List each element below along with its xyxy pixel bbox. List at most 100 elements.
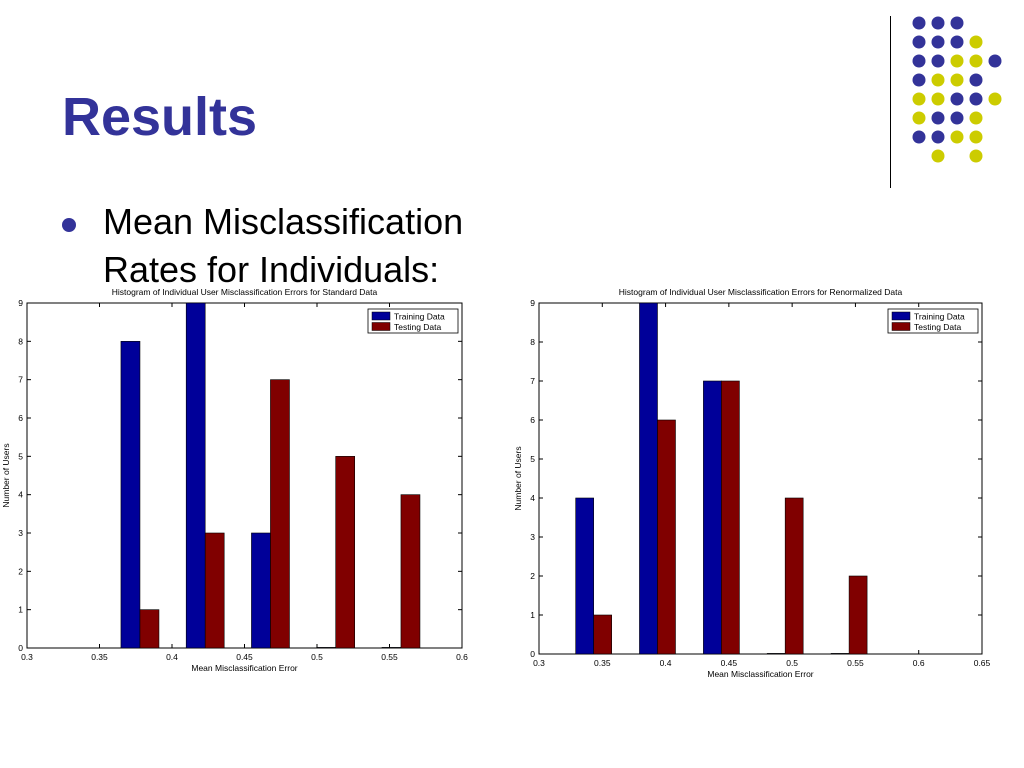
bar-training xyxy=(766,653,786,655)
bar-training xyxy=(575,497,594,655)
decorative-dot xyxy=(931,92,945,106)
decorative-dot xyxy=(969,111,983,125)
y-tick-label: 3 xyxy=(530,532,535,542)
y-tick-label: 3 xyxy=(18,528,23,538)
x-tick-label: 0.35 xyxy=(91,652,108,662)
bullet-text: Mean Misclassification Rates for Individ… xyxy=(103,198,463,294)
slide-title: Results xyxy=(62,87,258,147)
decorative-dot xyxy=(931,149,945,163)
decorative-dot xyxy=(931,35,945,49)
decorative-dot xyxy=(969,92,983,106)
legend-swatch-testing xyxy=(891,322,911,331)
bar-testing xyxy=(721,380,740,655)
decorative-dot xyxy=(969,54,983,68)
y-tick-label: 5 xyxy=(18,451,23,461)
y-tick-label: 1 xyxy=(18,605,23,615)
chart-title: Histogram of Individual User Misclassifi… xyxy=(112,287,378,297)
y-tick-label: 8 xyxy=(18,336,23,346)
x-tick-label: 0.65 xyxy=(974,658,991,668)
bar-testing xyxy=(657,419,676,655)
bar-training xyxy=(120,341,141,649)
bar-training xyxy=(185,302,206,649)
decorative-dot xyxy=(912,111,926,125)
bar-training xyxy=(639,302,658,655)
bar-training xyxy=(251,532,271,649)
x-axis-label: Mean Misclassification Error xyxy=(707,669,813,679)
y-tick-label: 6 xyxy=(18,413,23,423)
bar-testing xyxy=(335,456,356,649)
y-tick-label: 4 xyxy=(530,493,535,503)
x-tick-label: 0.55 xyxy=(847,658,864,668)
decorative-dot xyxy=(950,54,964,68)
bar-testing xyxy=(593,614,612,655)
bar-testing xyxy=(848,575,868,655)
y-axis-label: Number of Users xyxy=(513,446,523,510)
bar-testing xyxy=(784,497,804,655)
decorative-dot xyxy=(969,130,983,144)
decorative-dot xyxy=(912,16,926,30)
decorative-dot xyxy=(950,130,964,144)
bar-testing xyxy=(204,532,225,649)
y-tick-label: 2 xyxy=(18,566,23,576)
decorative-dot xyxy=(931,111,945,125)
decorative-dot xyxy=(931,16,945,30)
decorative-dot xyxy=(950,35,964,49)
decorative-dot xyxy=(912,35,926,49)
x-tick-label: 0.55 xyxy=(381,652,398,662)
legend-swatch-training xyxy=(891,311,911,321)
bullet-line-1: Mean Misclassification xyxy=(103,201,464,242)
histogram-renormalized-data: Histogram of Individual User Misclassifi… xyxy=(513,287,991,679)
bar-training xyxy=(316,647,337,649)
decorative-dot xyxy=(950,73,964,87)
x-tick-label: 0.4 xyxy=(660,658,672,668)
decorative-dot xyxy=(912,130,926,144)
x-tick-label: 0.4 xyxy=(166,652,178,662)
decorative-dot xyxy=(969,149,983,163)
x-tick-label: 0.35 xyxy=(594,658,611,668)
bar-training xyxy=(830,653,850,655)
x-tick-label: 0.5 xyxy=(311,652,323,662)
legend-swatch-training xyxy=(371,311,391,321)
y-tick-label: 6 xyxy=(530,415,535,425)
chart-title: Histogram of Individual User Misclassifi… xyxy=(619,287,903,297)
y-tick-label: 4 xyxy=(18,490,23,500)
x-axis-label: Mean Misclassification Error xyxy=(191,663,297,673)
decorative-dot xyxy=(912,54,926,68)
histogram-standard-data: Histogram of Individual User Misclassifi… xyxy=(1,287,468,673)
decorative-dot xyxy=(950,16,964,30)
x-tick-label: 0.6 xyxy=(456,652,468,662)
decorative-divider-line xyxy=(890,16,891,188)
decorative-dot xyxy=(950,92,964,106)
decorative-dot xyxy=(969,35,983,49)
decorative-dot xyxy=(912,73,926,87)
y-tick-label: 1 xyxy=(530,610,535,620)
legend-label-testing: Testing Data xyxy=(914,322,962,332)
y-tick-label: 5 xyxy=(530,454,535,464)
decorative-dot xyxy=(931,130,945,144)
legend-label-testing: Testing Data xyxy=(394,322,442,332)
x-tick-label: 0.6 xyxy=(913,658,925,668)
y-axis-label: Number of Users xyxy=(1,443,11,507)
legend-label-training: Training Data xyxy=(394,312,445,322)
x-tick-label: 0.3 xyxy=(21,652,33,662)
bar-training xyxy=(381,647,402,649)
decorative-dot xyxy=(988,92,1002,106)
plot-frame xyxy=(26,302,463,649)
x-tick-label: 0.45 xyxy=(236,652,253,662)
y-tick-label: 2 xyxy=(530,571,535,581)
decorative-dot xyxy=(912,92,926,106)
bullet-line-2: Rates for Individuals: xyxy=(103,249,440,290)
x-tick-label: 0.45 xyxy=(721,658,738,668)
decorative-dot xyxy=(969,73,983,87)
decorative-dot xyxy=(931,73,945,87)
bar-testing xyxy=(270,379,290,649)
y-tick-label: 9 xyxy=(530,298,535,308)
decorative-dot-grid xyxy=(912,16,1002,163)
legend-swatch-testing xyxy=(371,322,391,331)
x-tick-label: 0.3 xyxy=(533,658,545,668)
plot-frame xyxy=(538,302,983,655)
bar-testing xyxy=(400,494,421,649)
legend-label-training: Training Data xyxy=(914,312,965,322)
bar-testing xyxy=(139,609,160,649)
bar-training xyxy=(703,380,722,655)
